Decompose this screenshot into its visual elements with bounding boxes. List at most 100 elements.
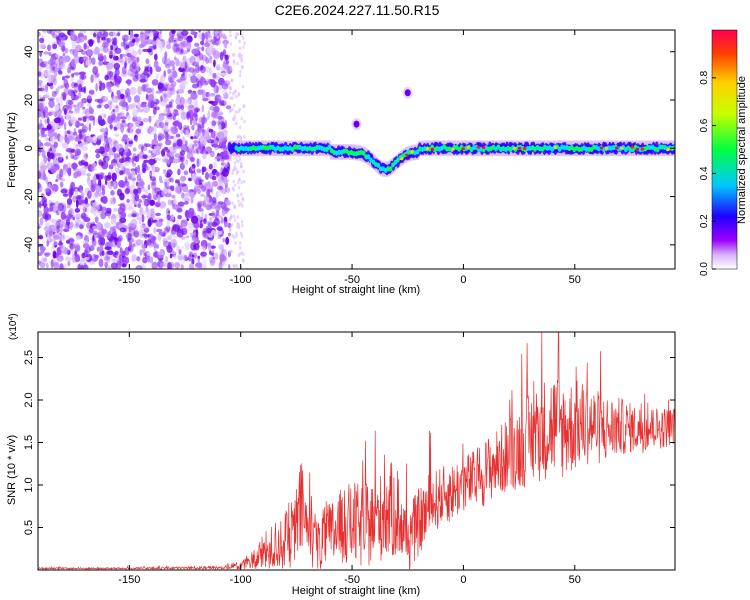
noise-blob (101, 251, 105, 256)
noise-blob (84, 108, 90, 118)
noise-blob (181, 193, 186, 199)
noise-blob (58, 41, 66, 48)
noise-blob (176, 104, 182, 110)
noise-blob (106, 62, 114, 70)
noise-blob (82, 108, 90, 112)
noise-blob (233, 61, 236, 65)
noise-blob (167, 68, 171, 75)
x-tick-label: -100 (230, 274, 252, 286)
noise-blob (75, 105, 80, 113)
noise-blob (92, 32, 97, 38)
noise-blob (119, 88, 126, 92)
noise-blob (60, 211, 66, 220)
noise-blob (175, 133, 181, 138)
noise-blob (212, 72, 217, 79)
noise-blob (221, 209, 226, 217)
noise-blob (229, 34, 232, 38)
noise-blob (239, 125, 242, 130)
noise-blob (110, 262, 118, 269)
noise-blob (65, 155, 69, 160)
noise-blob (200, 65, 204, 71)
noise-blob (197, 200, 205, 207)
noise-blob (126, 127, 134, 134)
noise-blob (59, 181, 64, 188)
noise-blob (164, 84, 169, 89)
noise-blob (38, 223, 43, 228)
noise-blob (125, 79, 132, 85)
noise-blob (222, 150, 230, 160)
noise-blob (39, 51, 43, 57)
noise-blob (218, 77, 225, 86)
noise-blob (86, 118, 90, 123)
noise-blob (162, 238, 168, 244)
noise-blob (196, 168, 202, 174)
noise-blob (146, 257, 150, 263)
noise-blob (165, 91, 173, 98)
noise-blob (69, 242, 74, 251)
noise-blob (224, 187, 231, 193)
y-tick-label: 1.5 (23, 435, 35, 450)
noise-blob (111, 37, 115, 44)
noise-blob (142, 199, 148, 207)
noise-blob (172, 158, 180, 164)
noise-blob (190, 30, 195, 35)
noise-blob (88, 115, 95, 121)
noise-blob (202, 148, 206, 154)
noise-blob (237, 169, 240, 174)
noise-blob (211, 196, 217, 204)
noise-blob (221, 262, 228, 267)
band-peak (630, 145, 635, 149)
noise-blob (38, 125, 41, 130)
noise-blob (185, 130, 189, 136)
noise-blob (215, 210, 220, 216)
noise-blob (111, 258, 117, 262)
noise-blob (118, 203, 125, 207)
noise-blob (138, 217, 142, 225)
noise-blob (71, 89, 78, 94)
noise-blob (102, 31, 109, 38)
noise-blob (108, 76, 116, 81)
noise-blob (197, 123, 202, 130)
noise-blob (38, 66, 43, 72)
noise-blob (79, 130, 82, 139)
noise-blob (89, 30, 93, 36)
noise-blob (179, 50, 184, 55)
noise-blob (125, 256, 130, 264)
noise-blob (165, 256, 168, 262)
noise-blob (56, 255, 64, 262)
noise-blob (71, 40, 77, 50)
noise-blob (126, 198, 130, 203)
noise-blob (86, 95, 92, 104)
noise-blob (127, 172, 132, 180)
noise-blob (142, 48, 149, 53)
noise-blob (135, 265, 143, 269)
noise-blob (216, 203, 221, 209)
noise-blob (116, 89, 121, 97)
noise-blob (187, 105, 195, 112)
noise-blob (217, 131, 225, 140)
noise-blob (67, 260, 71, 267)
noise-blob (238, 55, 242, 60)
noise-blob (113, 153, 121, 158)
noise-blob (143, 198, 150, 207)
noise-blob (239, 231, 243, 236)
noise-blob (141, 195, 149, 199)
noise-blob (232, 117, 236, 121)
noise-blob (149, 199, 156, 206)
noise-blob (179, 96, 185, 106)
noise-blob (73, 72, 80, 76)
noise-blob (42, 168, 46, 177)
noise-blob (56, 158, 60, 166)
noise-blob (134, 70, 139, 79)
isolated-spot (353, 120, 360, 128)
noise-blob (137, 203, 142, 208)
noise-blob (92, 192, 99, 199)
noise-blob (162, 93, 167, 99)
noise-blob (129, 63, 134, 73)
noise-blob (213, 137, 220, 145)
noise-blob (180, 156, 184, 161)
noise-blob (242, 259, 245, 263)
noise-blob (165, 112, 173, 118)
noise-blob (164, 193, 172, 198)
noise-blob (115, 143, 120, 150)
